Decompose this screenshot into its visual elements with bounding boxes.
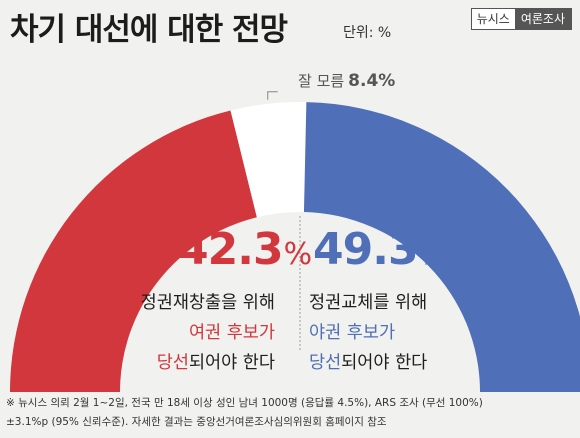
footnote-line-1: ※ 뉴시스 의뢰 2월 1~2일, 전국 만 18세 이상 성인 남녀 1000… bbox=[6, 397, 483, 409]
brand-name: 뉴시스 bbox=[471, 9, 515, 29]
dont-know-text: 잘 모름 bbox=[298, 72, 345, 90]
change-line-2: 야권 후보가 bbox=[309, 323, 396, 343]
maintain-line-1: 정권재창출을 위해 bbox=[140, 293, 275, 313]
footnote-line-2: ±3.1%p (95% 신뢰수준). 자세한 결과는 중앙선거여론조사심의위원회… bbox=[6, 416, 387, 428]
maintain-percentage: 42.3% bbox=[178, 224, 312, 275]
dont-know-leader-line bbox=[267, 91, 278, 100]
maintain-description: 정권재창출을 위해 여권 후보가 당선되어야 한다 bbox=[141, 288, 275, 378]
arc-regime-maintain bbox=[10, 110, 257, 392]
brand-badge: 뉴시스 여론조사 bbox=[470, 8, 572, 30]
change-value: 49.3 bbox=[313, 224, 419, 275]
maintain-line-2: 여권 후보가 bbox=[188, 323, 275, 343]
change-line-3-highlight: 당선 bbox=[309, 353, 342, 373]
footnote: ※ 뉴시스 의뢰 2월 1~2일, 전국 만 18세 이상 성인 남녀 1000… bbox=[6, 394, 576, 432]
maintain-line-3-rest: 되어야 한다 bbox=[188, 353, 275, 373]
change-percentage: 49.3% bbox=[313, 224, 447, 275]
dont-know-label: 잘 모름 8.4% bbox=[298, 70, 395, 91]
change-percent-symbol: % bbox=[418, 237, 447, 272]
unit-label: 단위: % bbox=[343, 25, 392, 41]
change-line-3: 당선되어야 한다 bbox=[309, 348, 427, 378]
maintain-line-3-highlight: 당선 bbox=[156, 353, 189, 373]
change-line-3-rest: 되어야 한다 bbox=[341, 353, 428, 373]
arc-dont-know bbox=[230, 102, 307, 218]
chart-title: 차기 대선에 대한 전망 bbox=[10, 12, 288, 48]
maintain-percent-symbol: % bbox=[283, 237, 312, 272]
dont-know-value: 8.4% bbox=[348, 71, 396, 91]
maintain-line-3: 당선되어야 한다 bbox=[141, 348, 275, 378]
brand-category: 여론조사 bbox=[514, 9, 571, 29]
maintain-value: 42.3 bbox=[178, 224, 284, 275]
arc-regime-change bbox=[303, 102, 580, 392]
change-line-1: 정권교체를 위해 bbox=[309, 293, 428, 313]
change-description: 정권교체를 위해 야권 후보가 당선되어야 한다 bbox=[309, 288, 427, 378]
